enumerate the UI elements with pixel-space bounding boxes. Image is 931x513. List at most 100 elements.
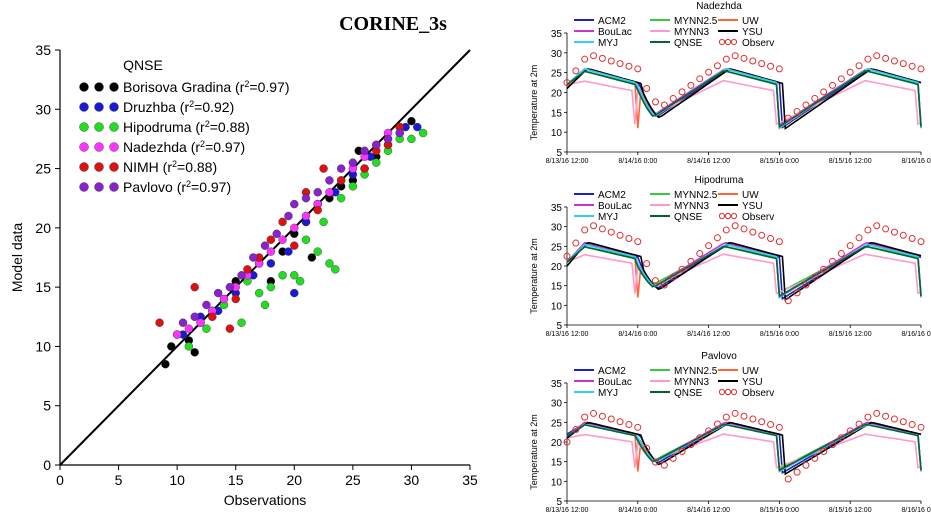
observation-point [713, 234, 721, 242]
observation-point [678, 265, 686, 273]
y-tick-label: 20 [35, 220, 51, 236]
y-tick-label: 5 [43, 398, 51, 414]
observation-point [873, 222, 881, 230]
observation-point [616, 60, 624, 68]
data-point [243, 265, 252, 274]
data-point [290, 288, 299, 298]
data-point [213, 288, 223, 298]
y-tick-label: 15 [551, 108, 563, 119]
legend-marker [109, 82, 119, 92]
observation-point [722, 55, 730, 63]
observation-point [793, 468, 801, 476]
legend-label: NIMH (r2=0.88) [123, 159, 217, 175]
data-point [395, 128, 404, 138]
data-point [225, 324, 235, 333]
legend-label: MYNN2.5 [674, 190, 718, 201]
observation-point [846, 68, 854, 76]
observation-point [652, 277, 659, 285]
observation-point [811, 273, 819, 281]
data-point [266, 235, 276, 244]
data-point [325, 259, 334, 268]
data-point [348, 182, 358, 191]
observation-point [722, 226, 730, 234]
x-tick-label: 8/16/16 0:00 [902, 158, 931, 165]
series-line [566, 68, 922, 130]
y-tick-label: 35 [551, 29, 563, 40]
x-tick-label: 35 [462, 472, 478, 488]
observation-point [696, 75, 704, 83]
legend-marker [718, 388, 726, 396]
legend-marker [109, 182, 119, 192]
x-tick-label: 8/14/16 0:00 [618, 331, 657, 338]
x-tick-label: 8/15/16 0:00 [760, 331, 799, 338]
data-point [237, 318, 246, 327]
one-to-one-line [59, 49, 471, 466]
observation-point [722, 413, 730, 421]
observation-point [846, 242, 854, 250]
observation-point [820, 265, 828, 273]
y-tick-label: 30 [35, 101, 51, 117]
observation-point [837, 75, 845, 83]
y-tick-label: 30 [551, 399, 563, 410]
observation-point [687, 81, 695, 89]
x-tick-label: 8/15/16 12:00 [829, 507, 872, 513]
legend-label: MYNN2.5 [674, 16, 718, 27]
legend-label: UW [742, 366, 759, 377]
legend-marker [109, 122, 119, 132]
observation-point [890, 228, 898, 236]
data-point [161, 360, 170, 369]
x-tick-label: 8/14/16 12:00 [687, 331, 730, 338]
series-line [566, 70, 922, 129]
observation-point [899, 60, 907, 68]
legend-marker [730, 212, 738, 220]
y-tick-label: 20 [551, 438, 563, 449]
observation-point [643, 260, 651, 268]
observation-point [607, 228, 615, 236]
observation-point [837, 434, 845, 442]
legend-label: MYNN3 [674, 377, 709, 388]
y-axis-label: Temperature at 2m [529, 65, 539, 141]
x-tick-label: 8/15/16 0:00 [760, 507, 799, 513]
x-tick-label: 0 [56, 472, 64, 488]
data-point [278, 235, 287, 244]
data-point [360, 146, 369, 155]
data-point [313, 247, 322, 256]
data-point [237, 271, 246, 280]
timeseries-panel: 5 10 15 20 25 30 35 8/13/16 12:00 8/14/16 0:00 8/… [529, 175, 931, 338]
legend-marker [79, 182, 89, 192]
observation-point [758, 418, 766, 426]
observation-point [660, 461, 668, 469]
observation-point [669, 273, 677, 281]
observation-point [713, 420, 721, 428]
legend-marker [94, 82, 104, 92]
observation-point [864, 55, 872, 63]
y-tick-label: 25 [35, 161, 51, 177]
series-line [566, 253, 922, 295]
data-point [190, 282, 199, 292]
data-point [272, 229, 281, 238]
legend-label: Pavlovo (r2=0.97) [123, 179, 231, 195]
data-point [301, 235, 311, 244]
observation-point [678, 448, 686, 456]
data-point [331, 265, 340, 274]
observation-point [784, 475, 792, 483]
observation-point [802, 101, 810, 109]
legend-label: Observ [742, 212, 774, 223]
y-tick-label: 25 [551, 418, 563, 429]
observation-point [917, 238, 925, 246]
legend-label: QNSE [674, 38, 703, 49]
series-line [566, 423, 922, 472]
data-point [202, 300, 211, 310]
x-tick-label: 8/14/16 12:00 [687, 507, 730, 513]
data-point [313, 188, 322, 197]
observation-point [581, 413, 589, 421]
observation-point [598, 54, 606, 62]
data-point [336, 194, 346, 203]
y-tick-label: 35 [551, 203, 563, 214]
observation-point [775, 423, 783, 431]
y-axis-label: Temperature at 2m [529, 238, 539, 314]
data-point [413, 122, 422, 132]
data-point [372, 158, 381, 167]
data-point [290, 241, 299, 250]
x-tick-label: 25 [345, 472, 361, 488]
